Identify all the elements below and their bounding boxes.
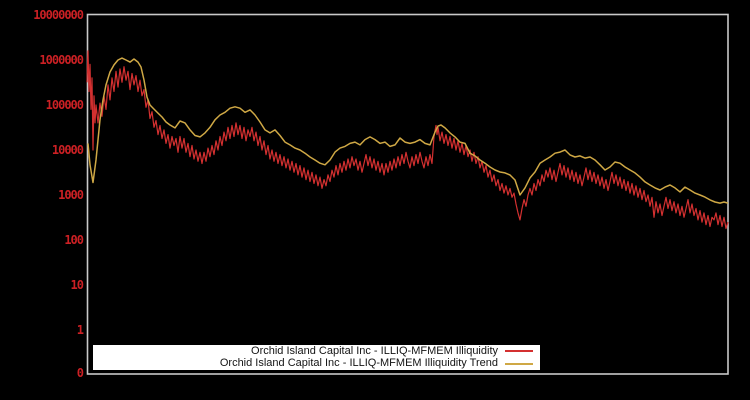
legend-line-sample-khaki xyxy=(505,362,533,365)
series-lines xyxy=(86,50,729,230)
y-tick-label: 100000 xyxy=(45,98,84,112)
legend-label: Orchid Island Capital Inc - ILLIQ-MFMEM … xyxy=(251,344,498,357)
y-tick-label: 10 xyxy=(70,278,84,292)
plot-border xyxy=(86,13,729,375)
y-tick-label: 10000 xyxy=(51,143,84,157)
legend-label: Orchid Island Capital Inc - ILLIQ-MFMEM … xyxy=(219,357,498,369)
y-tick-label: 1000000 xyxy=(39,53,84,67)
legend: Orchid Island Capital Inc - ILLIQ-MFMEM … xyxy=(93,345,540,370)
y-tick-label: 1 xyxy=(76,323,84,337)
y-tick-label: 10000000 xyxy=(33,8,84,22)
series-line-trend xyxy=(87,57,729,204)
legend-line-sample-red xyxy=(505,350,533,353)
y-tick-label: 0 xyxy=(76,366,84,380)
y-tick-label: 1000 xyxy=(58,188,84,202)
series-line-illiquidity xyxy=(86,50,729,230)
legend-entry-illiquidity: Orchid Island Capital Inc - ILLIQ-MFMEM … xyxy=(100,344,533,358)
y-tick-label: 100 xyxy=(64,233,84,247)
legend-entry-trend: Orchid Island Capital Inc - ILLIQ-MFMEM … xyxy=(100,357,533,370)
